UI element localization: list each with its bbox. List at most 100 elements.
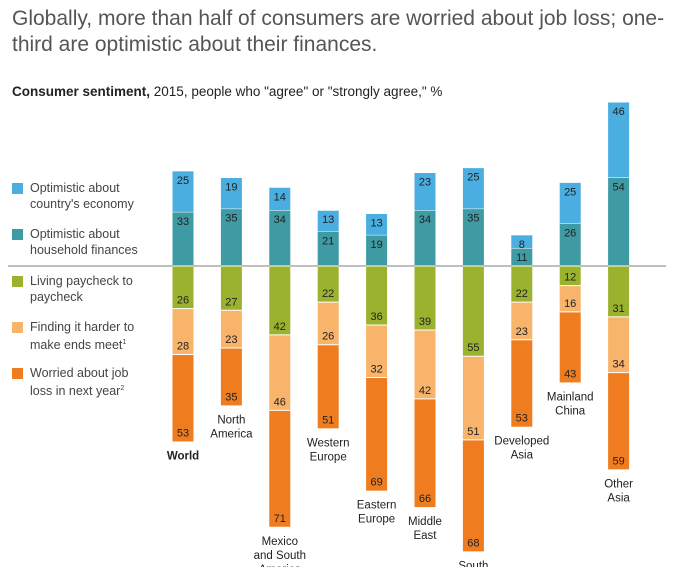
category-label-eastern-europe: Eastern Europe [357,500,397,526]
legend-paycheck-line1: Living paycheck to [30,274,133,288]
bar-north-america-harder [220,310,242,348]
legend-economy-line2: country's economy [30,197,134,211]
data-label-western-europe-economy: 13 [322,214,334,226]
data-label-north-america-paycheck: 27 [225,296,237,308]
data-label-developed-asia-economy: 8 [519,239,525,251]
data-label-south-africa-jobloss: 68 [467,537,479,549]
bar-south-africa-harder [462,356,484,440]
data-label-eastern-europe-economy: 13 [370,218,382,230]
category-label-other-asia: Other Asia [604,478,633,504]
bar-mainland-china-economy [559,182,581,224]
category-label-mainland-china: Mainland China [547,391,594,417]
bar-north-america-finances [220,208,242,266]
bar-developed-asia-harder [511,302,533,340]
bar-south-africa-jobloss [462,439,484,552]
bar-north-america-paycheck [220,266,242,311]
data-label-mainland-china-finances: 26 [564,227,576,239]
bar-mainland-china-paycheck [559,266,581,286]
category-label-middle-east: Middle East [408,516,442,542]
bar-developed-asia-economy [511,234,533,248]
legend-finances-line1: Optimistic about [30,227,120,241]
bar-mexico-and-south-america-jobloss [269,410,291,527]
bar-middle-east-economy [414,172,436,211]
data-label-middle-east-harder: 42 [419,385,431,397]
legend-swatch-paycheck [12,276,23,287]
data-label-eastern-europe-jobloss: 69 [370,477,382,489]
data-label-middle-east-paycheck: 39 [419,316,431,328]
bar-middle-east-finances [414,210,436,266]
bar-developed-asia-jobloss [511,339,533,427]
bar-middle-east-jobloss [414,398,436,508]
bar-mexico-and-south-america-harder [269,334,291,411]
bar-western-europe-jobloss [317,344,339,429]
data-label-world-harder: 28 [177,341,189,353]
bar-other-asia-harder [608,316,630,373]
data-label-world-jobloss: 53 [177,427,189,439]
data-label-western-europe-paycheck: 22 [322,288,334,300]
data-label-other-asia-jobloss: 59 [612,455,624,467]
data-label-world-economy: 25 [177,175,189,187]
bar-western-europe-economy [317,210,339,232]
data-label-north-america-harder: 23 [225,334,237,346]
data-label-south-africa-finances: 35 [467,213,479,225]
bar-mexico-and-south-america-finances [269,210,291,266]
chart-title: Globally, more than half of consumers ar… [12,7,665,56]
category-label-developed-asia: Developed Asia [494,436,549,462]
bar-middle-east-harder [414,329,436,399]
bar-other-asia-jobloss [608,372,630,470]
data-label-south-africa-harder: 51 [467,426,479,438]
bar-other-asia-paycheck [608,266,630,317]
data-label-north-america-jobloss: 35 [225,391,237,403]
data-label-mexico-and-south-america-harder: 46 [274,396,286,408]
subtitle-rest: 2015, people who "agree" or "strongly ag… [150,84,443,99]
data-label-developed-asia-harder: 23 [516,326,528,338]
bar-world-economy [172,170,194,212]
data-label-world-paycheck: 26 [177,295,189,307]
bar-south-africa-paycheck [462,266,484,357]
data-label-south-africa-paycheck: 55 [467,342,479,354]
category-label-world: World [167,450,199,462]
data-label-mainland-china-economy: 25 [564,186,576,198]
legend-harder-footnote: 1 [122,339,127,346]
data-label-mainland-china-harder: 16 [564,298,576,310]
data-label-developed-asia-paycheck: 22 [516,288,528,300]
bar-western-europe-paycheck [317,266,339,303]
subtitle-bold: Consumer sentiment, [12,84,151,99]
bar-western-europe-finances [317,231,339,266]
data-label-western-europe-harder: 26 [322,331,334,343]
legend-economy-line1: Optimistic about [30,181,120,195]
category-label-western-europe: Western Europe [307,437,350,463]
data-label-western-europe-finances: 21 [322,236,334,248]
chart-subtitle: Consumer sentiment, 2015, people who "ag… [12,84,442,99]
bar-north-america-jobloss [220,348,242,406]
bar-world-jobloss [172,354,194,442]
bar-western-europe-harder [317,302,339,345]
data-label-mexico-and-south-america-economy: 14 [274,191,286,203]
legend-finances-line2: household finances [30,243,138,257]
data-label-eastern-europe-harder: 32 [370,364,382,376]
bar-eastern-europe-jobloss [366,377,388,491]
legend-harder-line1: Finding it harder to [30,320,135,334]
data-label-middle-east-finances: 34 [419,214,431,226]
bar-other-asia-finances [608,177,630,266]
bar-world-paycheck [172,266,194,309]
data-label-mexico-and-south-america-finances: 34 [274,214,286,226]
data-label-world-finances: 33 [177,216,189,228]
legend-swatch-finances [12,229,23,240]
data-label-western-europe-jobloss: 51 [322,414,334,426]
bar-eastern-europe-economy [366,213,388,235]
bar-north-america-economy [220,177,242,209]
data-label-developed-asia-finances: 11 [516,252,527,264]
data-label-south-africa-economy: 25 [467,172,479,184]
legend-harder-line2: make ends meet [30,338,123,353]
legend-swatch-harder [12,322,23,333]
data-label-eastern-europe-paycheck: 36 [370,311,382,323]
bar-eastern-europe-finances [366,234,388,266]
bar-world-finances [172,211,194,266]
data-label-north-america-economy: 19 [225,181,237,193]
legend-jobloss-footnote: 2 [120,385,125,392]
category-label-south-africa: SouthAfrica [458,560,488,567]
bar-south-africa-finances [462,208,484,266]
legend-swatch-jobloss [12,368,23,379]
